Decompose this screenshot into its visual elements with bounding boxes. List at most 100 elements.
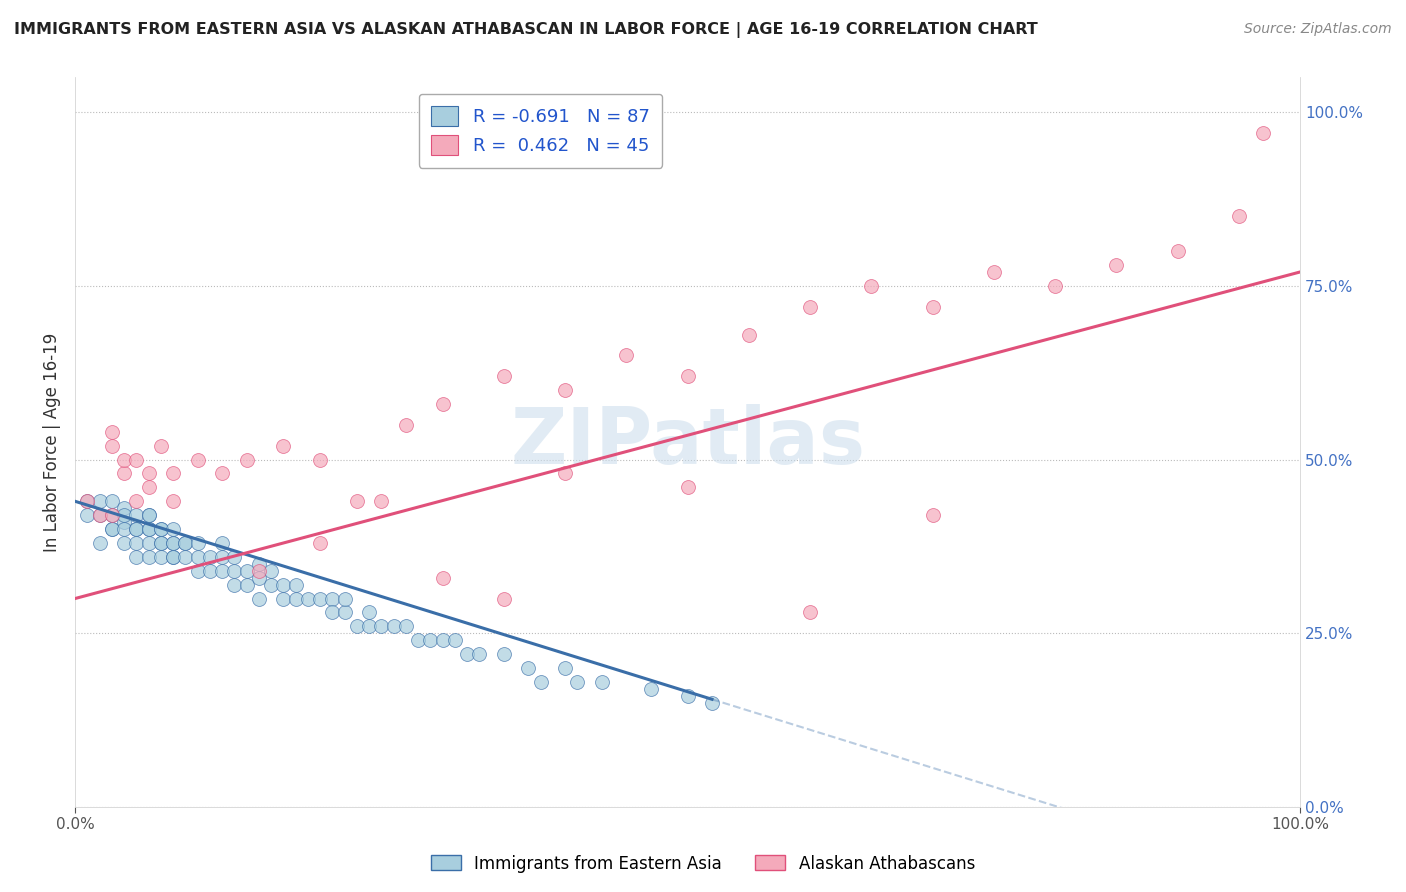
Point <box>186 549 208 564</box>
Point <box>89 494 111 508</box>
Point <box>198 564 221 578</box>
Point <box>357 619 380 633</box>
Point <box>186 564 208 578</box>
Point <box>235 452 257 467</box>
Text: ZIPatlas: ZIPatlas <box>510 404 865 480</box>
Point <box>567 674 589 689</box>
Point <box>406 633 429 648</box>
Point <box>100 522 122 536</box>
Point <box>676 369 699 384</box>
Point <box>492 591 515 606</box>
Point <box>162 494 184 508</box>
Point <box>174 536 197 550</box>
Point <box>529 674 551 689</box>
Point <box>395 417 418 432</box>
Point <box>149 522 172 536</box>
Point <box>76 494 98 508</box>
Point <box>247 557 270 571</box>
Point <box>799 300 821 314</box>
Point <box>1043 278 1066 293</box>
Point <box>700 696 723 710</box>
Point <box>112 467 135 481</box>
Point <box>321 606 343 620</box>
Point <box>138 536 160 550</box>
Point <box>162 549 184 564</box>
Point <box>492 369 515 384</box>
Point <box>260 564 283 578</box>
Point <box>89 508 111 523</box>
Point <box>224 577 246 591</box>
Point <box>76 508 98 523</box>
Point <box>149 549 172 564</box>
Point <box>138 467 160 481</box>
Point <box>100 439 122 453</box>
Point <box>676 480 699 494</box>
Point <box>100 494 122 508</box>
Point <box>443 633 465 648</box>
Point <box>162 536 184 550</box>
Point <box>224 564 246 578</box>
Point <box>76 494 98 508</box>
Legend: Immigrants from Eastern Asia, Alaskan Athabascans: Immigrants from Eastern Asia, Alaskan At… <box>425 848 981 880</box>
Point <box>591 674 613 689</box>
Point <box>370 494 392 508</box>
Point <box>297 591 319 606</box>
Point <box>799 606 821 620</box>
Point <box>211 549 233 564</box>
Point <box>162 467 184 481</box>
Point <box>432 397 454 411</box>
Point <box>211 536 233 550</box>
Point <box>125 494 148 508</box>
Point <box>333 591 356 606</box>
Point <box>554 383 576 397</box>
Point <box>1227 210 1250 224</box>
Point <box>309 536 332 550</box>
Point <box>100 508 122 523</box>
Point <box>517 661 540 675</box>
Point <box>247 564 270 578</box>
Point <box>162 522 184 536</box>
Point <box>382 619 405 633</box>
Point <box>186 452 208 467</box>
Point <box>112 501 135 516</box>
Point <box>309 452 332 467</box>
Point <box>198 549 221 564</box>
Point <box>271 439 294 453</box>
Point <box>676 689 699 703</box>
Point <box>370 619 392 633</box>
Point <box>138 480 160 494</box>
Point <box>432 571 454 585</box>
Point <box>112 515 135 529</box>
Point <box>860 278 883 293</box>
Point <box>321 591 343 606</box>
Point <box>162 536 184 550</box>
Point <box>284 591 307 606</box>
Point <box>456 647 478 661</box>
Point <box>125 536 148 550</box>
Point <box>211 467 233 481</box>
Point <box>186 536 208 550</box>
Point <box>395 619 418 633</box>
Point <box>89 536 111 550</box>
Point <box>149 536 172 550</box>
Point <box>309 591 332 606</box>
Point <box>89 508 111 523</box>
Point <box>112 536 135 550</box>
Point <box>554 661 576 675</box>
Point <box>112 522 135 536</box>
Point <box>640 681 662 696</box>
Point <box>260 577 283 591</box>
Point <box>983 265 1005 279</box>
Point <box>125 549 148 564</box>
Point <box>1251 126 1274 140</box>
Point <box>138 522 160 536</box>
Point <box>247 571 270 585</box>
Point <box>346 494 368 508</box>
Point <box>211 564 233 578</box>
Y-axis label: In Labor Force | Age 16-19: In Labor Force | Age 16-19 <box>44 333 60 552</box>
Point <box>100 508 122 523</box>
Point <box>149 536 172 550</box>
Point <box>554 467 576 481</box>
Point <box>346 619 368 633</box>
Point <box>492 647 515 661</box>
